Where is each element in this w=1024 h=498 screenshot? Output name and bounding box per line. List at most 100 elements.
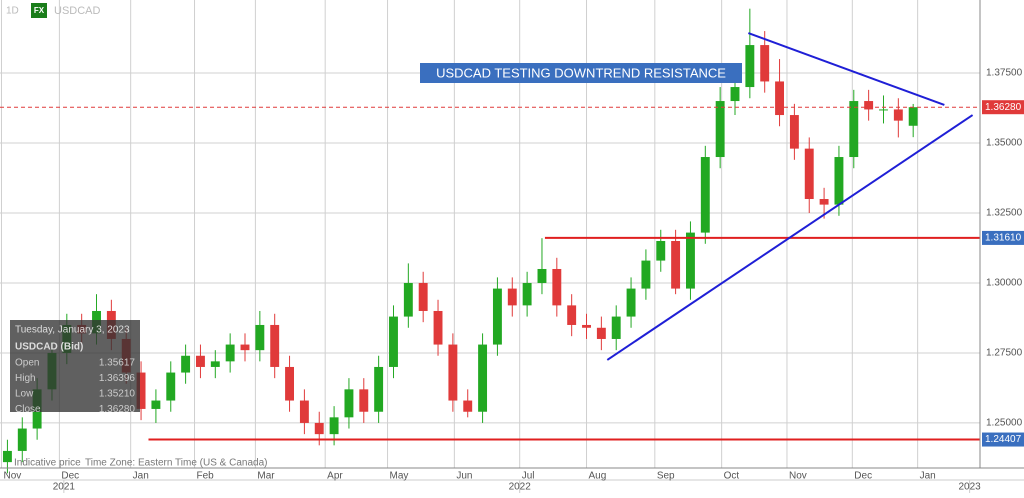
candle-body xyxy=(686,232,695,289)
tooltip-value: 1.36396 xyxy=(99,373,136,384)
price-tag xyxy=(982,230,1024,245)
candle-body xyxy=(700,157,710,233)
tooltip-date: Tuesday, January 3, 2023 xyxy=(15,325,130,336)
candle-body xyxy=(151,400,161,409)
candle-body xyxy=(196,355,205,367)
candle-body xyxy=(225,344,235,362)
footer-note: Indicative price xyxy=(14,458,81,469)
annotation-bg xyxy=(420,63,742,83)
tooltip-key: Low xyxy=(15,389,34,400)
candle-body xyxy=(17,428,27,451)
x-tick-label: Dec xyxy=(61,471,79,482)
candle-body xyxy=(611,316,621,339)
tooltip-value: 1.35617 xyxy=(99,358,136,369)
badge: FX xyxy=(34,6,45,15)
candle-body xyxy=(463,400,473,412)
x-tick-label: Mar xyxy=(257,471,275,482)
candle-body xyxy=(492,288,502,345)
candle-body xyxy=(344,389,354,418)
candle-body xyxy=(299,400,309,423)
tooltip-value: 1.36280 xyxy=(99,404,136,415)
candle-body xyxy=(775,81,784,116)
x-tick-label: Aug xyxy=(589,471,607,482)
x-tick-label: Apr xyxy=(327,471,343,482)
candle-body xyxy=(745,45,755,88)
annotation: USDCAD TESTING DOWNTREND RESISTANCE xyxy=(436,65,726,80)
candle-body xyxy=(403,282,413,317)
candle-body xyxy=(240,344,250,351)
candle-body xyxy=(389,316,398,367)
x-tick-label: Dec xyxy=(854,471,872,482)
y-tick-label: 1.27500 xyxy=(986,348,1023,359)
candle-body xyxy=(789,115,799,149)
y-tick-label: 1.25000 xyxy=(986,418,1023,429)
candle-body xyxy=(537,268,547,283)
candle-body xyxy=(626,288,636,317)
year-label: 2021 xyxy=(53,482,76,493)
tooltip-title: USDCAD (Bid) xyxy=(15,342,83,353)
x-tick-label: Oct xyxy=(724,471,740,482)
price-tag-label: 1.36280 xyxy=(985,102,1022,113)
candle-body xyxy=(166,372,176,401)
x-tick-label: Jul xyxy=(522,471,535,482)
price-tag-label: 1.31610 xyxy=(985,233,1022,244)
candle-body xyxy=(448,344,458,401)
candle-body xyxy=(270,324,280,367)
x-tick-label: Nov xyxy=(3,471,21,482)
badge-bg xyxy=(31,3,47,18)
candle-body xyxy=(136,372,146,409)
candle-body xyxy=(641,260,651,289)
price-tag-label: 1.24407 xyxy=(985,434,1022,445)
candle-body xyxy=(285,366,294,401)
candle-body xyxy=(834,157,844,205)
candle-body xyxy=(582,324,591,328)
tooltip-value: 1.35210 xyxy=(99,389,136,400)
trendline xyxy=(606,114,974,361)
tooltip: Tuesday, January 3, 2023 USDCAD (Bid) Op… xyxy=(10,320,140,415)
price-tag xyxy=(982,100,1024,115)
x-tick-label: Jan xyxy=(133,471,149,482)
tooltip-key: Close xyxy=(15,404,41,415)
trendline xyxy=(748,32,945,106)
candle-body xyxy=(908,107,918,126)
candle-body xyxy=(567,305,577,325)
x-tick-label: Feb xyxy=(197,471,215,482)
candle-body xyxy=(478,344,488,412)
candle-body xyxy=(433,310,443,345)
candle-body xyxy=(552,268,562,306)
candle-body xyxy=(819,199,829,205)
candle-body xyxy=(715,101,725,158)
candle-body xyxy=(418,282,428,311)
tooltip-key: High xyxy=(15,373,36,384)
candle-body xyxy=(210,361,220,367)
y-tick-label: 1.32500 xyxy=(986,208,1023,219)
candle-body xyxy=(849,101,859,158)
price-tag xyxy=(982,432,1024,447)
x-tick-label: Jan xyxy=(920,471,936,482)
tooltip-bg xyxy=(10,320,140,412)
candle-body xyxy=(374,366,384,412)
year-label: 2023 xyxy=(958,482,981,493)
candle-body xyxy=(804,148,814,200)
x-tick-label: Nov xyxy=(789,471,807,482)
candle-body xyxy=(760,45,770,82)
candle-body xyxy=(314,422,324,435)
x-tick-label: Sep xyxy=(657,471,675,482)
candle-body xyxy=(671,240,681,289)
x-tick-label: May xyxy=(390,471,409,482)
timeframe: 1D xyxy=(6,6,19,17)
candle-body xyxy=(864,101,874,110)
candle-body xyxy=(656,240,666,261)
candle-body xyxy=(879,109,888,111)
y-tick-label: 1.30000 xyxy=(986,278,1023,289)
candle-body xyxy=(596,327,606,339)
candle-body xyxy=(507,288,517,306)
candle-body xyxy=(522,282,532,306)
y-tick-label: 1.35000 xyxy=(986,138,1023,149)
candle-body xyxy=(893,109,903,121)
symbol: USDCAD xyxy=(54,5,101,17)
candle-body xyxy=(255,324,265,351)
candle-body xyxy=(730,87,740,102)
candle-body xyxy=(2,450,12,463)
